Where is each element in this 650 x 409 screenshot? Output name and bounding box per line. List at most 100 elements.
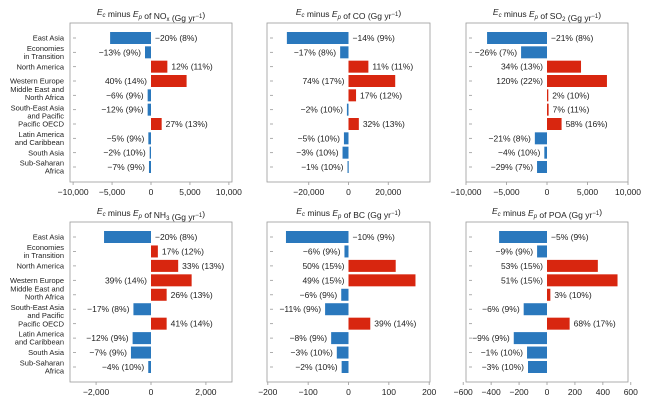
title-part-close: ) xyxy=(398,8,401,18)
bar-1 xyxy=(340,46,349,59)
title-part-exp: −1 xyxy=(391,211,399,217)
category-label: South-East Asia and Pacific xyxy=(11,303,65,320)
title-part-of: of NO xyxy=(142,11,167,21)
bar-9 xyxy=(341,361,349,373)
bar-7 xyxy=(534,132,547,145)
category-label-line: South Asia xyxy=(28,348,65,357)
bar-1 xyxy=(521,46,547,59)
category-label-line: North America xyxy=(16,261,64,270)
data-label: 120% (22%) xyxy=(496,76,543,86)
x-tick-label: −400 xyxy=(482,387,501,397)
data-label: −12% (9%) xyxy=(101,105,143,115)
title-part-close: ) xyxy=(598,10,601,20)
title-part-sub2: p xyxy=(533,214,538,220)
bar-5 xyxy=(547,103,549,116)
title-part-e: E xyxy=(493,7,499,17)
data-label: −11% (9%) xyxy=(279,304,321,314)
data-label: −6% (9%) xyxy=(106,90,144,100)
title-part-sub2: p xyxy=(337,214,342,220)
title-part-close: ) xyxy=(599,207,602,217)
data-label: 58% (16%) xyxy=(566,119,608,129)
title-part-sub1: c xyxy=(103,212,106,218)
category-label-line: Pacific OECD xyxy=(18,319,64,328)
bar-6 xyxy=(547,118,562,130)
data-label: −21% (8%) xyxy=(489,133,531,143)
x-tick-label: −10,000 xyxy=(451,187,482,197)
bar-7 xyxy=(343,132,349,145)
x-tick-label: −600 xyxy=(454,387,473,397)
category-label-line: North America xyxy=(16,62,64,71)
data-label: −17% (8%) xyxy=(87,304,129,314)
data-label: 17% (12%) xyxy=(360,90,402,100)
bar-8 xyxy=(544,146,547,159)
title-part-sub2: p xyxy=(337,15,342,21)
bar-2 xyxy=(547,259,598,272)
data-label: −1% (10%) xyxy=(481,348,523,358)
x-tick-label: 0 xyxy=(149,187,154,197)
category-label: Economies in Transition xyxy=(24,44,65,61)
title-part-exp: −1 xyxy=(591,14,599,20)
bar-7 xyxy=(331,332,349,345)
x-tick-label: −20,000 xyxy=(293,187,324,197)
category-label: South Asia xyxy=(28,348,65,357)
category-label-line: South-East Asia xyxy=(11,303,65,312)
category-label-line: in Transition xyxy=(24,52,64,61)
data-label: −7% (9%) xyxy=(107,162,145,172)
data-label: −8% (9%) xyxy=(290,333,328,343)
title-part-minus: minus xyxy=(305,9,332,19)
data-label: −17% (8%) xyxy=(294,47,336,57)
chart-panel-5: Ec minus Ep of POA (Gg yr−1) −600 −400 −200… xyxy=(454,206,639,397)
bar-3 xyxy=(547,274,618,287)
data-label: 26% (13%) xyxy=(171,290,213,300)
title-part-species_sub: 3 xyxy=(166,216,170,222)
title-part-close: ) xyxy=(398,207,401,217)
bar-2 xyxy=(348,60,369,73)
title-part-sub1: c xyxy=(499,13,502,19)
data-label: −2% (10%) xyxy=(295,362,337,372)
data-label: −6% (9%) xyxy=(303,246,341,256)
data-label: 3% (10%) xyxy=(554,290,591,300)
category-label-line: Africa xyxy=(45,367,65,376)
data-label: −20% (8%) xyxy=(155,232,197,242)
title-part-sub2: p xyxy=(534,15,539,21)
title-part-e: E xyxy=(492,206,498,216)
x-tick-label: 0 xyxy=(545,387,550,397)
category-label: North America xyxy=(16,261,64,270)
title-part-minus: minus xyxy=(501,208,528,218)
title-part-of: of CO xyxy=(341,11,366,21)
category-label: South Asia xyxy=(28,148,65,157)
data-label: −5% (9%) xyxy=(551,232,589,242)
x-tick-label: 10,000 xyxy=(615,187,641,197)
data-label: −10% (9%) xyxy=(353,232,395,242)
data-label: 41% (14%) xyxy=(171,319,213,329)
data-label: −3% (10%) xyxy=(482,362,524,372)
bar-5 xyxy=(523,303,547,316)
title-part-sub1: c xyxy=(302,212,305,218)
bar-3 xyxy=(348,274,416,287)
x-tick-label: −10,000 xyxy=(58,187,89,197)
title-part-minus: minus xyxy=(502,9,529,19)
bar-9 xyxy=(148,361,151,373)
category-label-line: Economies xyxy=(27,243,64,252)
chart-panel-2: Ec minus Ep of SO2 (Gg yr−1) −10,000 −5,00… xyxy=(451,7,642,197)
x-tick-label: 10,000 xyxy=(216,187,242,197)
title-part-close: ) xyxy=(202,10,205,20)
title-part-e2: E xyxy=(529,9,535,19)
data-label: −14% (9%) xyxy=(353,33,395,43)
bar-2 xyxy=(151,60,168,73)
title-part-exp: −1 xyxy=(391,12,399,18)
bar-8 xyxy=(336,346,349,359)
x-tick-label: 100 xyxy=(382,387,396,397)
data-label: 49% (15%) xyxy=(302,275,344,285)
data-label: 39% (14%) xyxy=(374,319,416,329)
data-label: 74% (17%) xyxy=(302,76,344,86)
category-label: Middle East and North Africa xyxy=(10,85,65,102)
bar-3 xyxy=(348,75,396,87)
chart-title: Ec minus Ep of CO (Gg yr−1) xyxy=(296,7,401,21)
bar-9 xyxy=(537,161,547,173)
data-label: −5% (9%) xyxy=(107,133,145,143)
category-label-line: Western Europe xyxy=(10,276,64,285)
bar-0 xyxy=(286,32,349,44)
bar-1 xyxy=(145,46,151,59)
chart-panel-1: Ec minus Ep of CO (Gg yr−1) −20,000 0 20,00… xyxy=(266,7,431,197)
